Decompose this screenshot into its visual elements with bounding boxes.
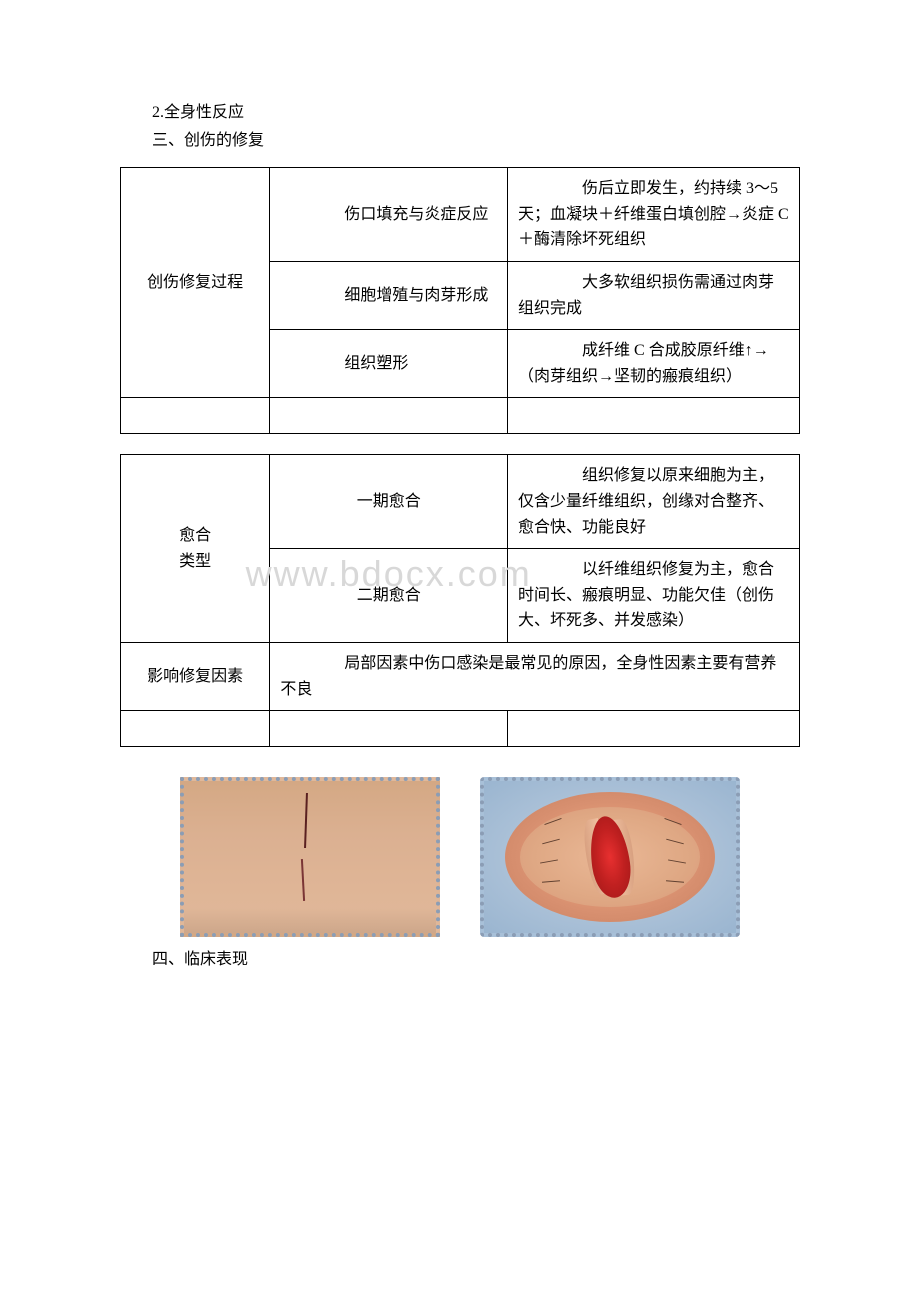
table2-healing-label: 愈合 类型: [121, 455, 270, 643]
skin-shadow: [184, 908, 436, 933]
footer-line: 四、临床表现: [120, 947, 800, 973]
table-repair-process: 创伤修复过程 伤口填充与炎症反应 伤后立即发生，约持续 3～5 天；血凝块＋纤维…: [120, 167, 800, 434]
photo-primary-healing: [180, 777, 440, 937]
table1-empty2: [270, 398, 508, 434]
table1-r1c2: 伤口填充与炎症反应: [270, 168, 508, 262]
table1-r3c3: 成纤维 C 合成胶原纤维↑→（肉芽组织→坚韧的瘢痕组织）: [508, 330, 800, 398]
table-healing-type: 愈合 类型 一期愈合 组织修复以原来细胞为主，仅含少量纤维组织，创缘对合整齐、愈…: [120, 454, 800, 747]
table2-r2c2: 二期愈合: [357, 587, 421, 604]
table2-empty1: [121, 711, 270, 747]
incision-line-upper: [304, 793, 308, 848]
photo-secondary-healing: [480, 777, 740, 937]
table1-r2c2: 细胞增殖与肉芽形成: [270, 261, 508, 329]
table1-rowheader: 创伤修复过程: [121, 168, 270, 398]
image-row: [120, 777, 800, 937]
incision-line-lower: [301, 859, 305, 901]
intro-line-2: 三、创伤的修复: [120, 128, 800, 154]
table1-empty3: [508, 398, 800, 434]
table1-r2c3: 大多软组织损伤需通过肉芽组织完成: [508, 261, 800, 329]
table1-r1c3: 伤后立即发生，约持续 3～5 天；血凝块＋纤维蛋白填创腔→炎症 C＋酶清除坏死组…: [508, 168, 800, 262]
table2-empty2: [270, 711, 508, 747]
table2-factors-label: 影响修复因素: [121, 642, 270, 710]
table2-r2c3: 以纤维组织修复为主，愈合时间长、瘢痕明显、功能欠佳（创伤大、坏死多、并发感染）: [508, 549, 800, 643]
table2-empty3: [508, 711, 800, 747]
table1-empty1: [121, 398, 270, 434]
table2-r1c2: 一期愈合: [270, 455, 508, 549]
intro-line-1: 2.全身性反应: [120, 100, 800, 126]
table1-r3c2: 组织塑形: [270, 330, 508, 398]
table2-factors-text: 局部因素中伤口感染是最常见的原因，全身性因素主要有营养不良: [270, 642, 800, 710]
table2-r1c3: 组织修复以原来细胞为主，仅含少量纤维组织，创缘对合整齐、愈合快、功能良好: [508, 455, 800, 549]
